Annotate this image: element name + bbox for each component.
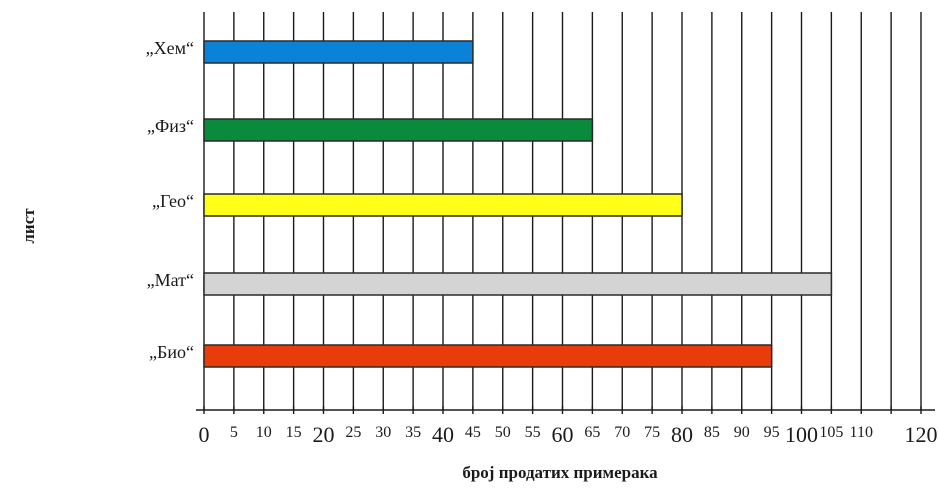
tick-label: 105 xyxy=(819,424,843,441)
tick-label: 75 xyxy=(644,424,660,441)
bar xyxy=(203,344,773,368)
category-label: „Гео“ xyxy=(152,191,194,211)
tick-label: 95 xyxy=(764,424,780,441)
tick-label: 45 xyxy=(465,424,481,441)
tick-label: 5 xyxy=(230,424,238,441)
tick-label: 110 xyxy=(850,424,873,441)
bar xyxy=(203,193,683,217)
tick-label: 80 xyxy=(671,422,693,447)
tick-label: 50 xyxy=(495,424,511,441)
tick-label: 40 xyxy=(432,422,454,447)
tick-label: 25 xyxy=(345,424,361,441)
tick-label: 20 xyxy=(313,422,335,447)
tick-label: 100 xyxy=(785,422,818,447)
category-label: „Био“ xyxy=(149,342,194,362)
tick-label: 90 xyxy=(734,424,750,441)
tick-label: 70 xyxy=(614,424,630,441)
tick-label: 10 xyxy=(256,424,272,441)
category-label: „Физ“ xyxy=(147,116,194,136)
tick-label: 60 xyxy=(552,422,574,447)
tick-label: 35 xyxy=(405,424,421,441)
x-axis-title: број продатих примерака xyxy=(462,463,658,482)
tick-label: 65 xyxy=(584,424,600,441)
x-tick-labels: 0 5 10 15 20 25 30 35 40 45 50 55 60 65 70 75 80 85 90 95 10… xyxy=(199,422,938,447)
tick-label: 55 xyxy=(525,424,541,441)
y-axis-title: лист xyxy=(19,208,38,244)
category-labels: „Хем“ „Физ“ „Гео“ „Мат“ „Био“ xyxy=(146,38,194,362)
bar xyxy=(203,40,474,64)
category-label: „Хем“ xyxy=(146,38,194,58)
tick-label: 120 xyxy=(905,422,938,447)
category-label: „Мат“ xyxy=(147,270,194,290)
tick-label: 15 xyxy=(286,424,302,441)
bar xyxy=(203,118,594,142)
bar xyxy=(203,272,833,296)
tick-label: 85 xyxy=(704,424,720,441)
x-tick-marks xyxy=(203,406,922,414)
tick-label: 0 xyxy=(199,422,210,447)
tick-label: 30 xyxy=(375,424,391,441)
bars xyxy=(203,40,833,368)
